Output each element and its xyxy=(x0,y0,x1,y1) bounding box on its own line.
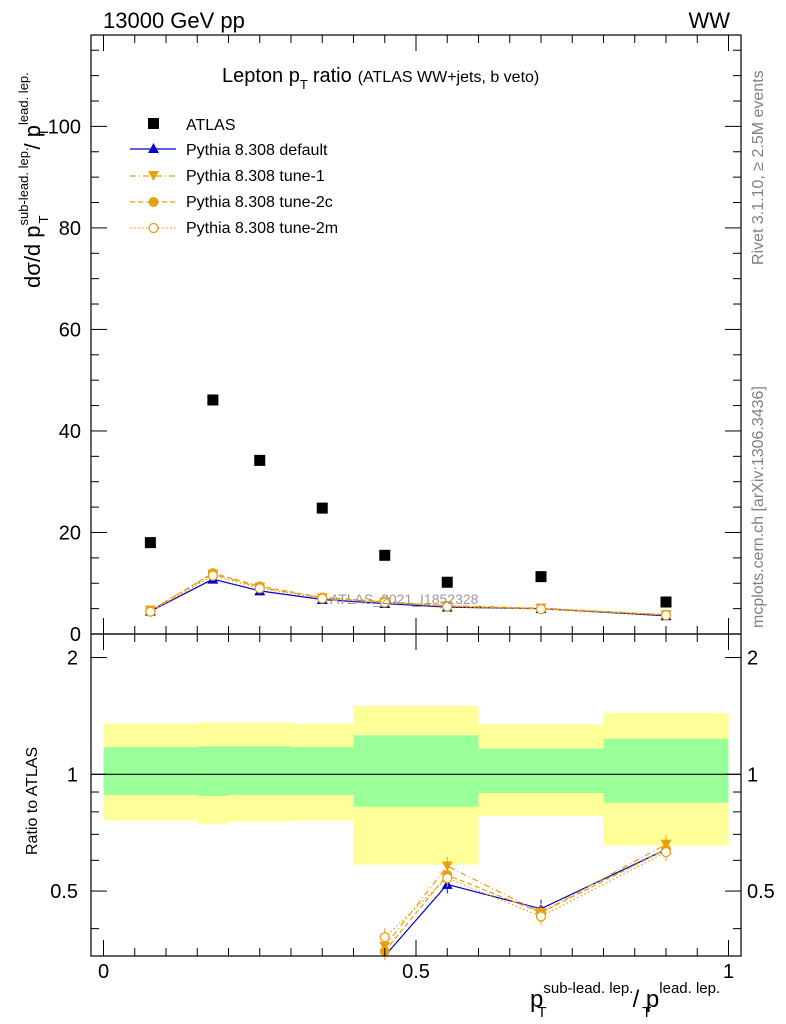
main-title-note: (ATLAS WW+jets, b veto) xyxy=(358,69,540,86)
band-inner-2 xyxy=(228,746,291,795)
data-point-4-0 xyxy=(145,606,156,617)
ratio-xlabel-superscript: sub-lead. lep. xyxy=(543,980,633,997)
series-line-2 xyxy=(150,573,667,616)
ratio-xlabel-subscript: T xyxy=(537,1004,546,1021)
ratio-line-3 xyxy=(384,851,667,938)
main-ylabel: dσ/d psub-lead. lep. T/ plead. lep.T xyxy=(16,72,51,288)
band-inner-7 xyxy=(603,738,729,803)
ratio-xlabel-tail: / p xyxy=(633,986,660,1013)
band-inner-0 xyxy=(103,747,198,795)
legend-marker-triangle-up xyxy=(148,143,159,153)
main-title-text: Lepton p xyxy=(222,65,300,87)
ratio-xlabel-text: p xyxy=(530,986,543,1013)
ratio-point-3-1 xyxy=(442,872,453,884)
y-tick-label: 40 xyxy=(59,421,81,443)
ratio-x-tick-label: 0.5 xyxy=(402,961,430,983)
ratio-line-0 xyxy=(384,848,667,957)
band-inner-4 xyxy=(353,735,416,807)
ratio-ylabel: Ratio to ATLAS xyxy=(24,747,41,855)
ratio-y-tick-label-left: 1 xyxy=(67,764,78,786)
legend-label-default: Pythia 8.308 default xyxy=(186,142,328,159)
ratio-line-1 xyxy=(384,843,667,947)
y-tick-label: 80 xyxy=(59,218,81,240)
ratio-panel: 0.5 0.5 1 1 2 2 0 0.5 1 Ratio to ATLAS psub-lead… xyxy=(24,633,775,1021)
main-ylabel-tail-superscript: lead. lep. xyxy=(16,72,31,125)
y-tick-label: 100 xyxy=(48,116,81,138)
band-inner-5 xyxy=(416,735,479,807)
legend-marker-triangle-down xyxy=(148,171,159,181)
ratio-xlabel: psub-lead. lep. T / plead. lep. T xyxy=(530,980,720,1021)
data-point-0-4 xyxy=(379,549,391,561)
legend-marker-square xyxy=(148,118,159,129)
legend-item-atlas: ATLAS xyxy=(148,117,236,134)
data-point-0-0 xyxy=(144,537,156,549)
data-point-4-7 xyxy=(660,610,672,621)
data-point-0-5 xyxy=(441,576,453,588)
data-point-0-7 xyxy=(660,596,672,608)
data-point-4-4 xyxy=(379,597,390,608)
legend-label-tune2c: Pythia 8.308 tune-2c xyxy=(186,194,333,211)
ratio-line-2 xyxy=(384,848,667,952)
ratio-xlabel-tail-superscript: lead. lep. xyxy=(659,980,720,997)
band-inner-3 xyxy=(291,747,354,795)
main-ylabel-superscript: sub-lead. lep. xyxy=(16,147,31,225)
main-ylabel-tail: / p xyxy=(20,125,45,149)
ratio-ticks: 0.5 0.5 1 1 2 2 0 0.5 1 xyxy=(50,634,775,983)
data-point-0-6 xyxy=(535,571,547,583)
data-point-4-2 xyxy=(254,583,265,594)
main-ticks: 0 20 40 60 80 100 xyxy=(48,35,741,646)
data-point-0-2 xyxy=(254,454,266,466)
analysis-watermark: ATLAS_2021_I1852328 xyxy=(330,591,479,607)
data-point-4-3 xyxy=(317,593,328,604)
data-point-0-1 xyxy=(207,394,219,406)
rivet-label: Rivet 3.1.10, ≥ 2.5M events xyxy=(750,70,767,265)
main-data-layer xyxy=(144,394,672,621)
legend-label-tune1: Pythia 8.308 tune-1 xyxy=(186,168,325,185)
band-inner-1 xyxy=(197,746,229,796)
data-point-0-3 xyxy=(316,502,328,514)
y-tick-label: 0 xyxy=(70,624,81,646)
ratio-x-tick-label: 0 xyxy=(98,961,109,983)
main-title-suffix: ratio xyxy=(313,65,352,87)
y-tick-label: 60 xyxy=(59,319,81,341)
mcplots-label: mcplots.cern.ch [arXiv:1306.3436] xyxy=(750,386,767,628)
y-tick-label: 20 xyxy=(59,522,81,544)
data-point-4-1 xyxy=(207,570,219,581)
main-title: Lepton pT ratio (ATLAS WW+jets, b veto) xyxy=(222,65,539,92)
legend: ATLAS Pythia 8.308 default Pythia 8.308 … xyxy=(130,117,338,237)
band-inner-6 xyxy=(478,748,604,793)
ratio-point-3-2 xyxy=(535,911,547,922)
series-line-3 xyxy=(150,572,667,616)
legend-item-default: Pythia 8.308 default xyxy=(130,142,328,159)
legend-item-tune2c: Pythia 8.308 tune-2c xyxy=(130,194,333,211)
legend-item-tune2m: Pythia 8.308 tune-2m xyxy=(130,220,338,237)
process-label: WW xyxy=(688,8,730,33)
legend-marker-open-circle xyxy=(148,222,159,234)
data-point-4-6 xyxy=(535,603,547,615)
ratio-x-tick-label: 1 xyxy=(723,961,734,983)
legend-label-tune2m: Pythia 8.308 tune-2m xyxy=(186,220,338,237)
ratio-xlabel-tail-subscript: T xyxy=(642,1004,651,1021)
ratio-point-3-3 xyxy=(660,846,672,858)
main-title-subscript: T xyxy=(300,77,308,92)
ratio-point-3-0 xyxy=(379,932,390,943)
ratio-y-tick-label-right: 1 xyxy=(747,764,758,786)
data-point-4-5 xyxy=(442,601,453,612)
main-ylabel-text: dσ/d p xyxy=(20,225,45,288)
ratio-y-tick-label-left: 0.5 xyxy=(50,881,78,903)
ratio-data-layer xyxy=(91,705,741,961)
ratio-y-tick-label-right: 2 xyxy=(747,648,758,670)
legend-item-tune1: Pythia 8.308 tune-1 xyxy=(130,168,325,185)
energy-label: 13000 GeV pp xyxy=(103,8,245,33)
series-line-4 xyxy=(150,574,667,616)
ratio-y-tick-label-right: 0.5 xyxy=(747,881,775,903)
legend-marker-circle xyxy=(148,197,159,207)
main-ylabel-tail-subscript: T xyxy=(36,128,51,136)
main-ylabel-subscript: T xyxy=(36,215,51,223)
legend-label-atlas: ATLAS xyxy=(186,117,236,134)
ratio-y-tick-label-left: 2 xyxy=(67,648,78,670)
